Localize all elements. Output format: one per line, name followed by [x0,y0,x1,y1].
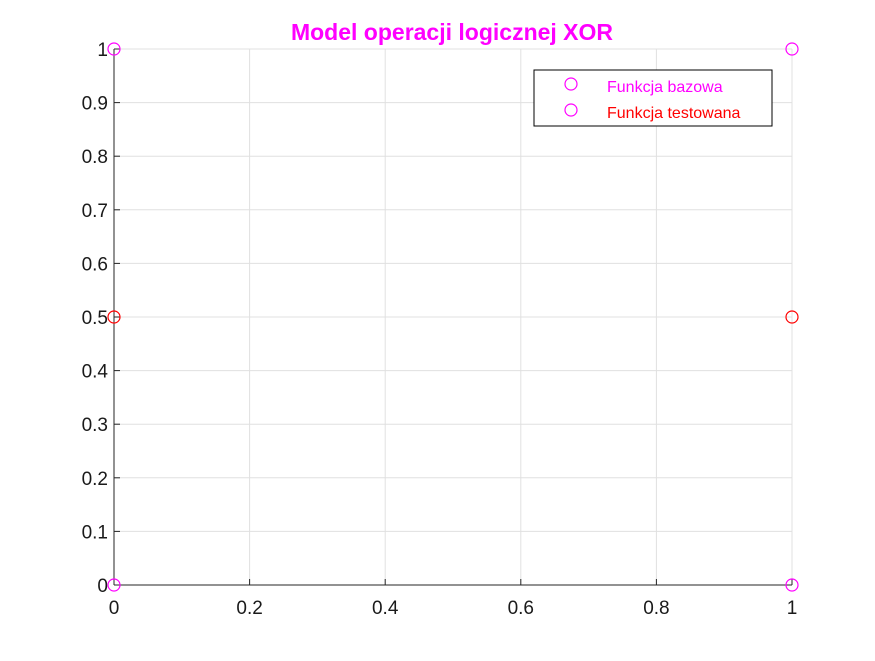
legend: Funkcja bazowa Funkcja testowana [533,69,773,127]
x-tick-label-1: 0.2 [236,598,262,619]
x-tick-label-4: 0.8 [643,598,669,619]
x-tick-label-5: 1 [787,598,798,619]
y-tick-label-0: 0 [97,576,108,597]
point-series0-0 [107,578,121,592]
legend-marker-funkcja-bazowa [564,77,578,91]
grid [113,48,793,586]
y-tick-label-4: 0.4 [82,362,109,383]
y-tick-label-1: 0.1 [82,522,108,543]
legend-marker-funkcja-testowana [564,103,578,117]
x-tick-label-2: 0.4 [372,598,399,619]
y-tick-label-6: 0.6 [82,254,108,275]
point-series1-0 [107,310,121,324]
y-tick-label-8: 0.8 [82,147,108,168]
point-series0-3 [785,578,799,592]
y-tick-label-10: 1 [97,40,108,61]
y-tick-label-9: 0.9 [82,94,108,115]
y-tick-label-5: 0.5 [82,308,108,329]
y-tick-label-3: 0.3 [82,415,108,436]
data-points [107,42,799,592]
x-tick-label-0: 0 [109,598,120,619]
point-series0-1 [107,42,121,56]
chart-title: Model operacji logicznej XOR [291,19,613,45]
legend-label-funkcja-bazowa: Funkcja bazowa [607,79,723,96]
y-tick-label-7: 0.7 [82,201,108,222]
tick-labels: 0 0.2 0.4 0.6 0.8 1 0 0.1 0.2 0.3 0.4 0.5 0.6 0.7 0.8 0… [82,40,798,619]
legend-box [533,69,773,127]
x-tick-label-3: 0.6 [508,598,534,619]
legend-label-funkcja-testowana: Funkcja testowana [607,105,741,122]
point-series1-1 [785,310,799,324]
point-series0-2 [785,42,799,56]
axes [113,48,793,586]
y-tick-label-2: 0.2 [82,469,108,490]
